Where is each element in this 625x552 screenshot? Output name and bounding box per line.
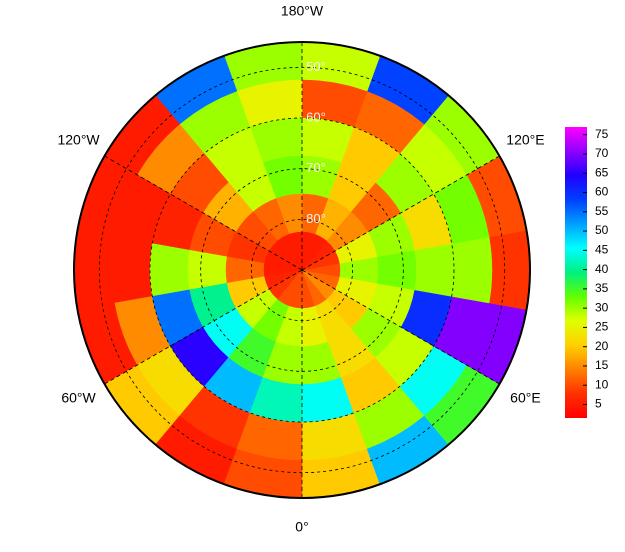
colorbar-label: 65: [595, 165, 609, 179]
colorbar-label: 50: [595, 223, 609, 237]
meridian: [301, 155, 500, 271]
map-border: [73, 41, 531, 499]
colorbar-label: 25: [595, 320, 609, 334]
lat-circle: [98, 66, 506, 474]
lat-label: 70°: [306, 160, 326, 175]
colorbar: [565, 127, 587, 418]
meridian: [104, 269, 303, 385]
heat-cell: [149, 243, 191, 297]
colorbar-label: 55: [595, 204, 609, 218]
colorbar-label: 30: [595, 300, 609, 314]
colorbar-label: 75: [595, 127, 609, 141]
colorbar-label: 10: [595, 377, 609, 391]
lon-label: 60°E: [510, 390, 541, 406]
lon-label: 120°E: [506, 132, 544, 148]
heat-cell: [111, 236, 153, 304]
lat-label: 60°: [306, 109, 326, 124]
lon-label: 120°W: [57, 132, 100, 148]
colorbar-label: 45: [595, 243, 609, 257]
colorbar-label: 40: [595, 262, 609, 276]
lon-label: 180°W: [281, 3, 324, 19]
colorbar-label: 5: [595, 397, 602, 411]
lat-circle: [149, 117, 455, 423]
heat-cell: [187, 249, 228, 291]
meridian: [301, 269, 500, 385]
lon-label: 0°: [295, 519, 308, 535]
heat-cell: [451, 236, 493, 304]
heat-cell: [413, 243, 455, 297]
heat-cell: [488, 230, 531, 310]
heat-cell: [73, 230, 116, 310]
colorbar-label: 15: [595, 358, 609, 372]
lat-label: 50°: [306, 59, 326, 74]
colorbar-label: 60: [595, 185, 609, 199]
heat-cell: [288, 269, 303, 309]
colorbar-label: 20: [595, 339, 609, 353]
colorbar-label: 70: [595, 146, 609, 160]
lat-label: 80°: [306, 211, 326, 226]
meridian: [104, 155, 303, 271]
colorbar-label: 35: [595, 281, 609, 295]
lon-label: 60°W: [61, 390, 96, 406]
heat-cell: [376, 249, 417, 291]
